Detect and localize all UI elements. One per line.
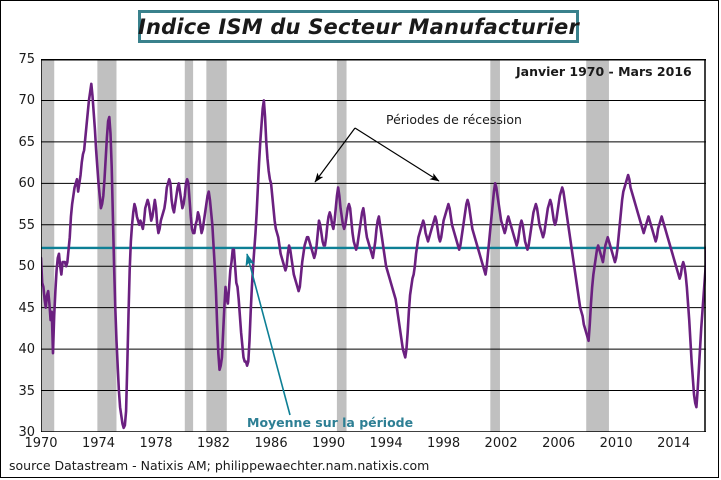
date-range-annotation: Janvier 1970 - Mars 2016 <box>516 64 692 79</box>
x-axis-tick-label: 1974 <box>81 436 116 451</box>
x-axis-tick-label: 1998 <box>427 436 461 451</box>
x-axis-tick-label: 1970 <box>24 436 58 451</box>
x-axis-tick-label: 1978 <box>139 436 173 451</box>
x-axis-tick-label: 2014 <box>657 436 691 451</box>
source-note: source Datastream - Natixis AM; philippe… <box>9 458 430 473</box>
axes-group <box>41 59 706 432</box>
mean-annotation-label: Moyenne sur la période <box>247 415 414 430</box>
y-axis-tick-label: 50 <box>18 259 35 275</box>
recession-annotation-label: Périodes de récession <box>386 112 522 127</box>
chart-title-box: Indice ISM du Secteur Manufacturier <box>138 10 579 43</box>
y-axis-tick-label: 70 <box>18 93 35 109</box>
x-axis-tick-label: 1986 <box>254 436 288 451</box>
chart-svg <box>41 59 706 432</box>
plot-area <box>41 59 706 432</box>
x-axis-tick-label: 2002 <box>484 436 518 451</box>
x-axis-tick-label: 2006 <box>542 436 576 451</box>
x-axis-tick-label: 2010 <box>599 436 633 451</box>
annotation-arrows-group <box>245 127 440 416</box>
y-axis-tick-label: 65 <box>18 134 35 150</box>
x-axis-tick-label: 1982 <box>196 436 231 451</box>
y-axis-tick-label: 60 <box>18 176 35 192</box>
y-axis-tick-label: 40 <box>18 342 35 358</box>
page-title: Indice ISM du Secteur Manufacturier <box>137 14 580 39</box>
data-series-group <box>41 82 706 430</box>
y-axis-tick-label: 30 <box>18 425 35 440</box>
x-axis-tick-label: 1990 <box>312 436 346 451</box>
gridlines-group <box>41 99 706 392</box>
x-axis-tick-label: 1994 <box>369 436 403 451</box>
y-axis-tick-label: 75 <box>18 52 35 67</box>
y-axis-tick-label: 35 <box>18 383 35 399</box>
y-axis-tick-label: 55 <box>18 217 35 233</box>
y-axis-tick-label: 45 <box>18 300 35 316</box>
